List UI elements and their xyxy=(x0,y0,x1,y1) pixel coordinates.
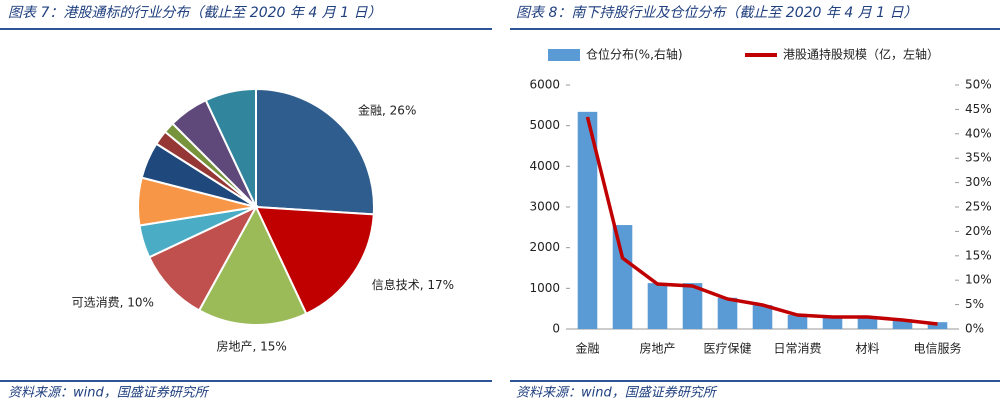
chart-title: 图表 8：南下持股行业及仓位分布（截止至 2020 年 4 月 1 日） xyxy=(516,5,918,21)
source: 资料来源：wind，国盛证券研究所 xyxy=(516,385,718,401)
y2-tick-label: 30% xyxy=(965,175,992,189)
line xyxy=(585,116,938,326)
data-label: 信息技术, 17% xyxy=(372,277,454,292)
pie-slice xyxy=(255,87,375,216)
y-tick-label: 0 xyxy=(552,322,560,336)
pie-slice xyxy=(147,204,259,312)
pie-slice xyxy=(197,204,308,326)
pie-slice xyxy=(254,205,375,316)
y2-tick-label: 40% xyxy=(965,126,992,140)
bar xyxy=(717,297,738,329)
y-tick-label: 1000 xyxy=(529,281,560,295)
x-tick-label: 电信服务 xyxy=(913,341,961,356)
x-tick-label: 金融 xyxy=(575,341,599,356)
y2-tick-label: 35% xyxy=(965,151,992,165)
y-tick-label: 6000 xyxy=(529,78,560,92)
chart-title: 图表 7：港股通标的行业分布（截止至 2020 年 4 月 1 日） xyxy=(8,5,382,21)
bar xyxy=(612,225,633,329)
bar xyxy=(577,111,598,329)
y2-tick-label: 0% xyxy=(965,322,984,336)
data-label: 金融, 26% xyxy=(358,103,416,118)
y-tick-label: 3000 xyxy=(529,200,560,214)
bar xyxy=(857,316,878,329)
x-tick-label: 房地产 xyxy=(639,341,675,356)
legend-swatch xyxy=(548,49,580,61)
bar xyxy=(927,322,948,329)
bar xyxy=(647,283,668,329)
bar xyxy=(892,319,913,329)
legend-label: 仓位分布(%,右轴) xyxy=(586,47,683,62)
y2-tick-label: 50% xyxy=(965,78,992,92)
bar xyxy=(752,305,773,329)
y-tick-label: 4000 xyxy=(529,159,560,173)
x-tick-label: 材料 xyxy=(855,342,879,356)
data-label: 房地产, 15% xyxy=(216,338,286,353)
bar xyxy=(822,316,843,329)
bar xyxy=(787,314,808,329)
y2-tick-label: 5% xyxy=(965,297,984,311)
y2-tick-label: 45% xyxy=(965,102,992,116)
pie-slice xyxy=(204,87,257,208)
x-tick-label: 日常消费 xyxy=(773,342,821,356)
x-tick-label: 医疗保健 xyxy=(703,342,751,356)
y2-tick-label: 10% xyxy=(965,273,992,287)
legend-label: 港股通持股规模（亿，左轴） xyxy=(783,47,939,62)
y2-tick-label: 20% xyxy=(965,224,992,238)
source: 资料来源：wind，国盛证券研究所 xyxy=(8,385,210,401)
y2-tick-label: 25% xyxy=(965,200,992,214)
y-tick-label: 5000 xyxy=(529,118,560,132)
y-tick-label: 2000 xyxy=(529,240,560,254)
y2-tick-label: 15% xyxy=(965,248,992,262)
data-label: 可选消费, 10% xyxy=(72,295,154,309)
bar xyxy=(682,283,703,329)
